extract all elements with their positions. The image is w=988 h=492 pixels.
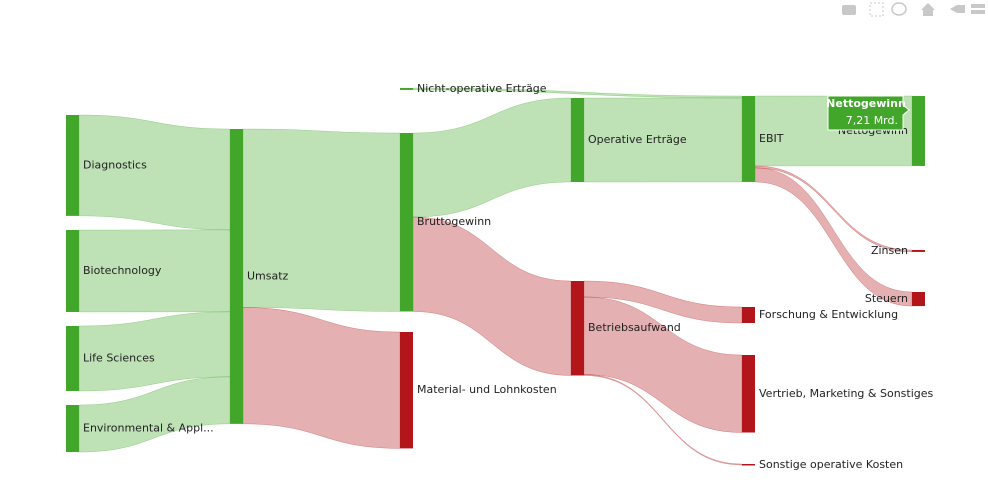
- node: [912, 292, 925, 307]
- node: [912, 250, 925, 252]
- hover-icon[interactable]: [971, 10, 985, 14]
- node-label: Diagnostics: [83, 158, 147, 171]
- node: [400, 88, 413, 90]
- home-icon[interactable]: [921, 3, 935, 16]
- node-label: Vertrieb, Marketing & Sonstiges: [759, 387, 934, 400]
- hover-icon[interactable]: [971, 4, 985, 8]
- node-label: Zinsen: [871, 244, 908, 257]
- spike-icon[interactable]: [950, 5, 965, 13]
- node: [742, 464, 755, 466]
- node: [571, 98, 584, 183]
- links: [78, 87, 913, 466]
- tooltip-box: [827, 95, 910, 131]
- node: [571, 281, 584, 376]
- link: [242, 128, 401, 312]
- link: [242, 307, 401, 449]
- node: [912, 96, 925, 166]
- node: [230, 129, 243, 424]
- camera-icon[interactable]: [842, 5, 856, 15]
- tooltip: Nettogewinn 7,21 Mrd.: [826, 95, 910, 131]
- node-label: Nicht-operative Erträge: [417, 82, 547, 95]
- toolbar: [842, 2, 985, 17]
- node-label: EBIT: [759, 132, 784, 145]
- node: [742, 96, 755, 182]
- select-icon[interactable]: [869, 2, 884, 17]
- node: [66, 326, 79, 391]
- node-label: Steuern: [865, 292, 908, 305]
- node-label: Life Sciences: [83, 351, 155, 364]
- node-label: Umsatz: [247, 269, 289, 282]
- node: [66, 115, 79, 216]
- node: [742, 355, 755, 433]
- node-label: Sonstige operative Kosten: [759, 458, 903, 471]
- node-label: Bruttogewinn: [417, 215, 491, 228]
- node-label: Betriebsaufwand: [588, 321, 681, 334]
- node-label: Forschung & Entwicklung: [759, 308, 898, 321]
- node: [66, 230, 79, 312]
- lasso-icon[interactable]: [891, 2, 907, 16]
- nodes: Diagnostics Biotechnology Life Sciences Env…: [66, 82, 934, 471]
- link: [78, 114, 231, 231]
- node: [66, 405, 79, 453]
- node-label: Material- und Lohnkosten: [417, 383, 557, 396]
- link: [412, 216, 572, 376]
- tooltip-title: Nettogewinn: [826, 97, 906, 110]
- node: [400, 133, 413, 312]
- link: [754, 167, 913, 307]
- link: [412, 97, 572, 218]
- node: [742, 307, 755, 324]
- tooltip-value: 7,21 Mrd.: [846, 114, 898, 127]
- node: [400, 332, 413, 449]
- node-label: Biotechnology: [83, 264, 162, 277]
- node-label: Operative Erträge: [588, 133, 687, 146]
- node-label: Environmental & Appl...: [83, 422, 214, 435]
